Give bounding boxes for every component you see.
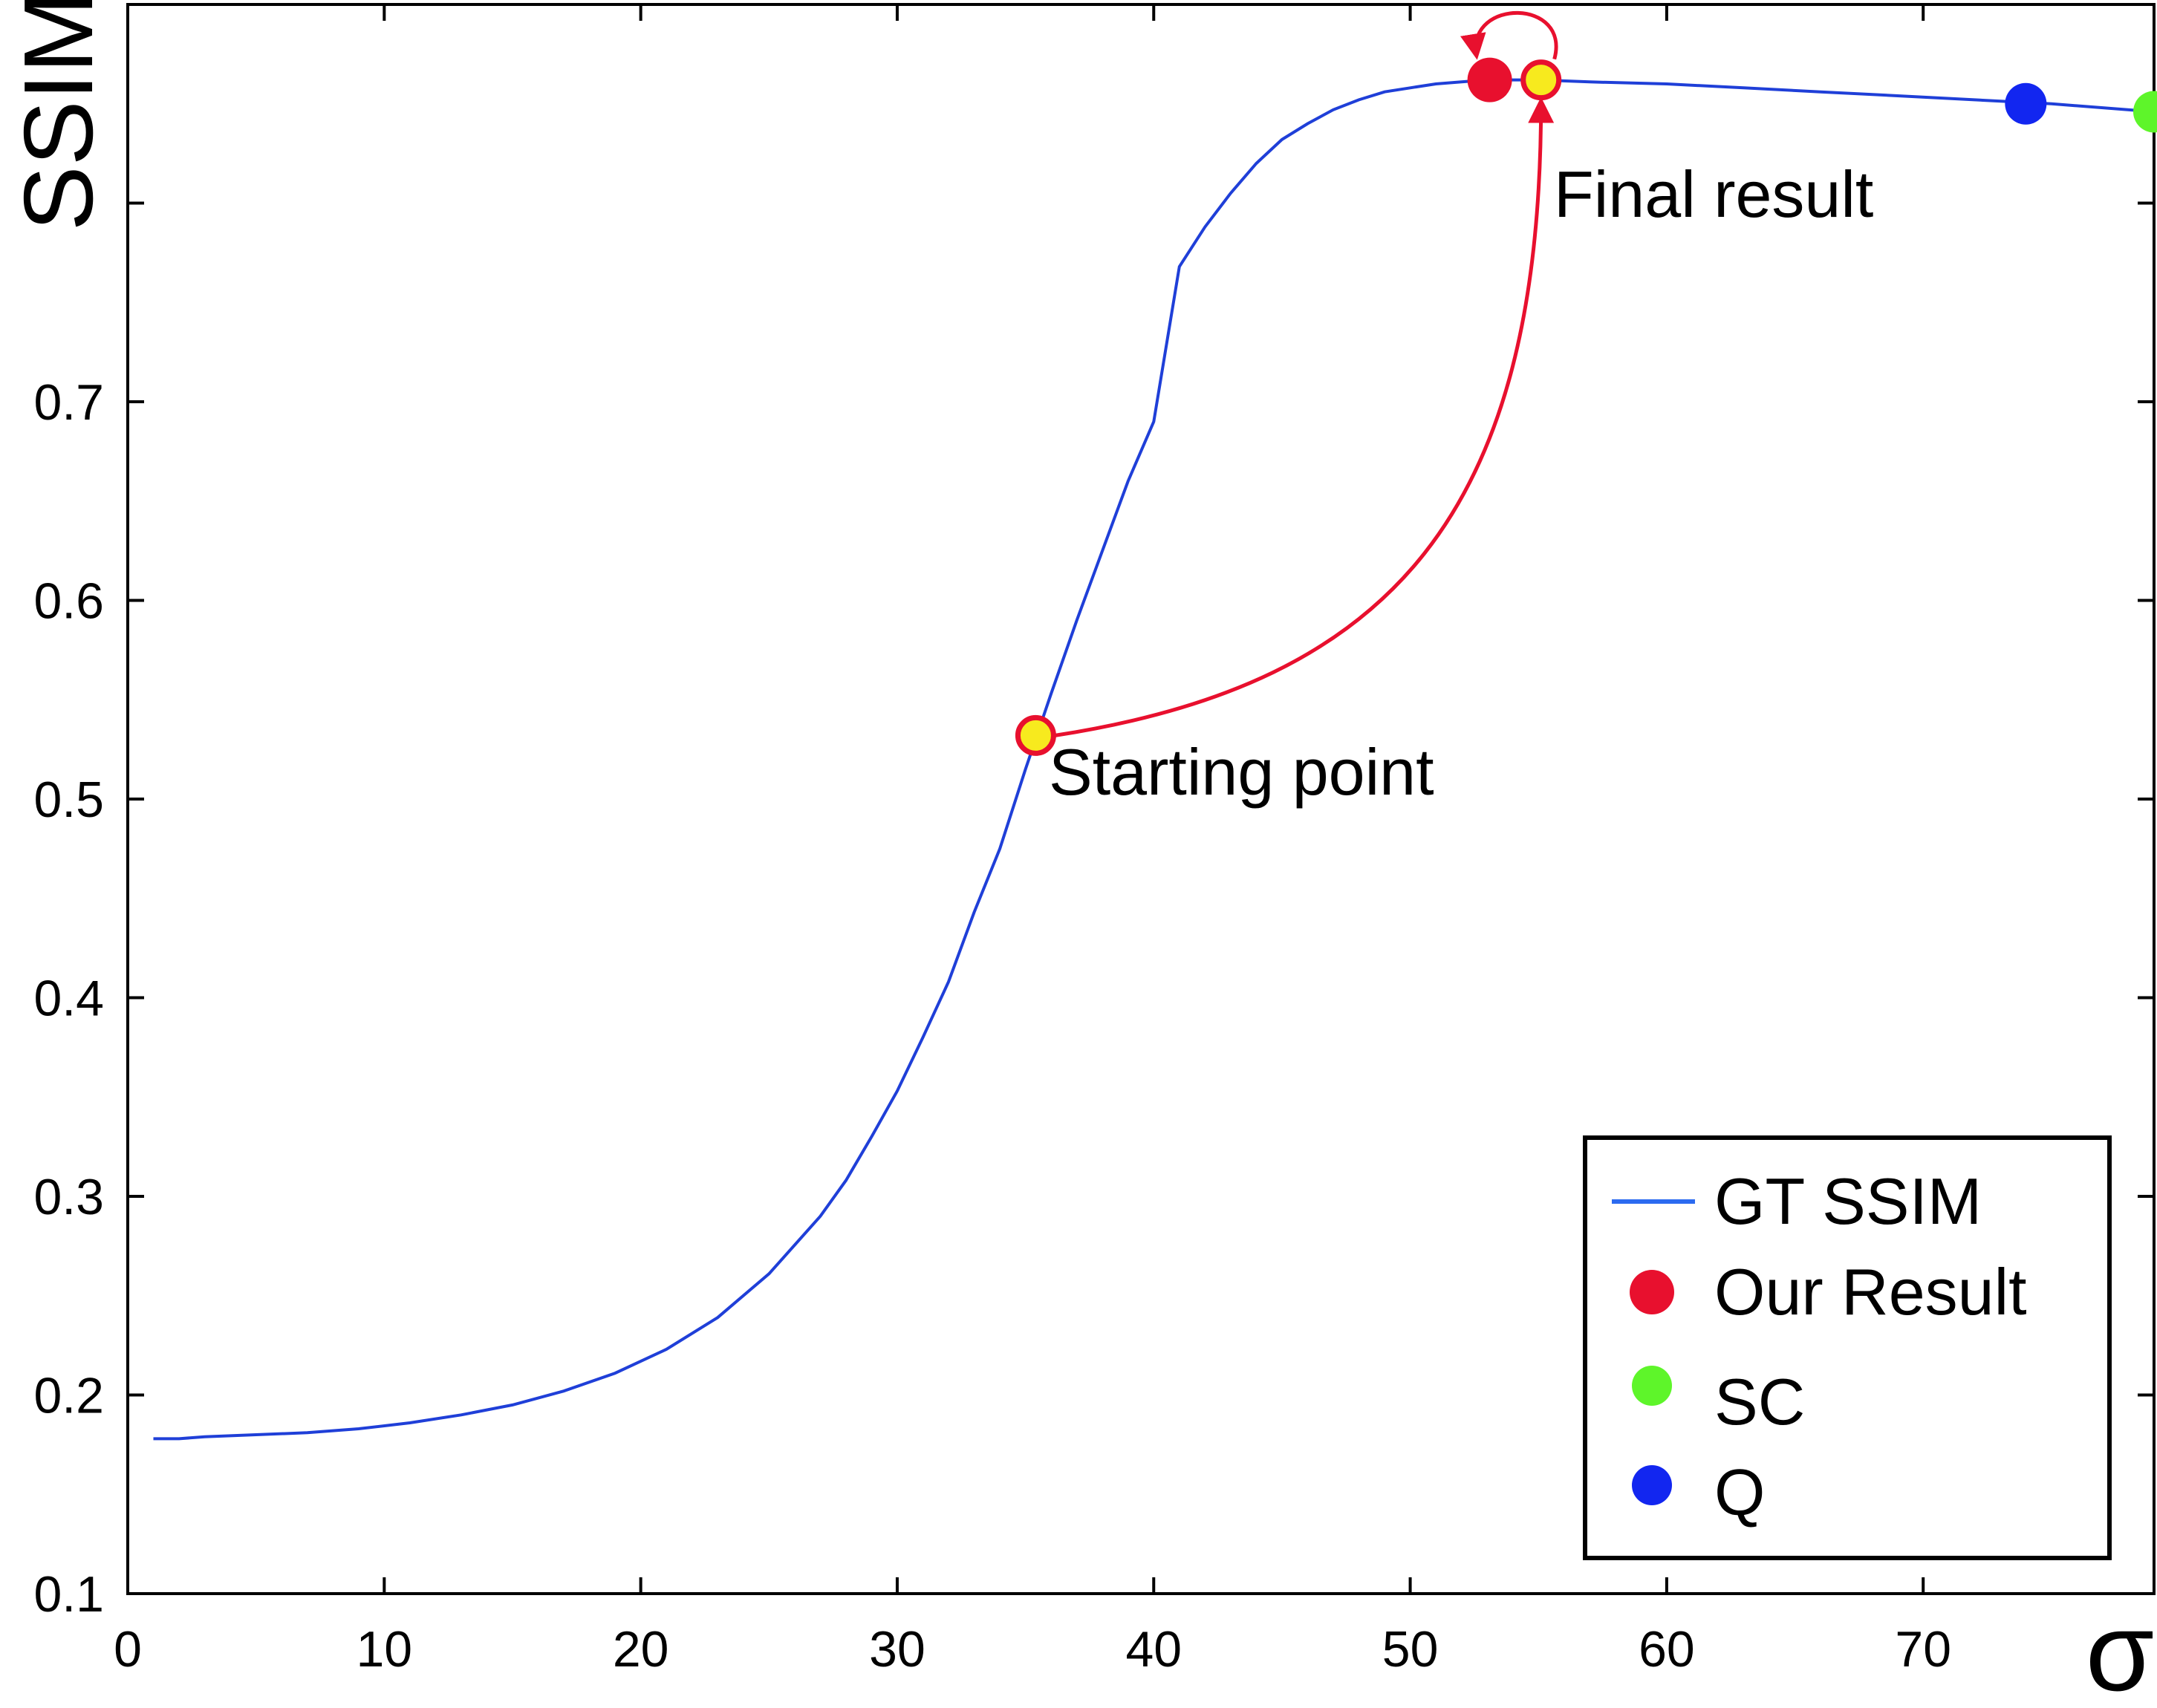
- x-tick-label: 0: [114, 1621, 142, 1678]
- starting-point-marker: [1015, 714, 1056, 756]
- optimization-path-arrow: [1055, 97, 1555, 737]
- legend-swatch-q: [1632, 1465, 1672, 1505]
- legend-swatch-our-result: [1630, 1270, 1674, 1314]
- y-tick-label: 0.2: [33, 1368, 104, 1424]
- x-tick-label: 30: [869, 1621, 925, 1678]
- final-result-label: Final result: [1554, 157, 1873, 231]
- x-tick-label: 50: [1382, 1621, 1439, 1678]
- y-tick-label: 0.1: [33, 1566, 104, 1623]
- legend-label-sc: SC: [1714, 1365, 1805, 1438]
- tick-labels: 0 10 20 30 40 50 60 70 0.1 0.2 0.3 0.4 0.5 0.6 0.7: [33, 374, 1951, 1678]
- x-tick-label: 20: [613, 1621, 669, 1678]
- x-tick-label: 10: [356, 1621, 412, 1678]
- legend-box: [1583, 1135, 2112, 1560]
- y-tick-label: 0.3: [33, 1169, 104, 1225]
- y-tick-label: 0.7: [33, 374, 104, 431]
- our-result-marker: [1467, 57, 1512, 102]
- legend: GT SSIM Our Result SC Q: [1583, 1135, 2112, 1560]
- legend-swatch-sc: [1632, 1366, 1672, 1406]
- y-tick-label: 0.6: [33, 573, 104, 630]
- x-tick-label: 40: [1125, 1621, 1182, 1678]
- final-result-marker: [1520, 59, 1562, 101]
- legend-label-q: Q: [1714, 1456, 1765, 1529]
- starting-point-label: Starting point: [1049, 735, 1434, 809]
- q-marker: [2005, 82, 2047, 125]
- ticks: [126, 4, 2154, 1595]
- y-axis-title: SSIM: [4, 0, 113, 231]
- y-tick-label: 0.4: [33, 971, 104, 1027]
- x-tick-label: 70: [1895, 1621, 1951, 1678]
- legend-label-our-result: Our Result: [1714, 1255, 2027, 1329]
- y-tick-label: 0.5: [33, 772, 104, 828]
- x-axis-title: σ: [2086, 1589, 2155, 1708]
- refinement-loop-arrow: [1460, 10, 1558, 60]
- legend-label-gt-ssim: GT SSIM: [1714, 1164, 1982, 1238]
- x-tick-label: 60: [1639, 1621, 1695, 1678]
- sc-marker: [2133, 91, 2157, 133]
